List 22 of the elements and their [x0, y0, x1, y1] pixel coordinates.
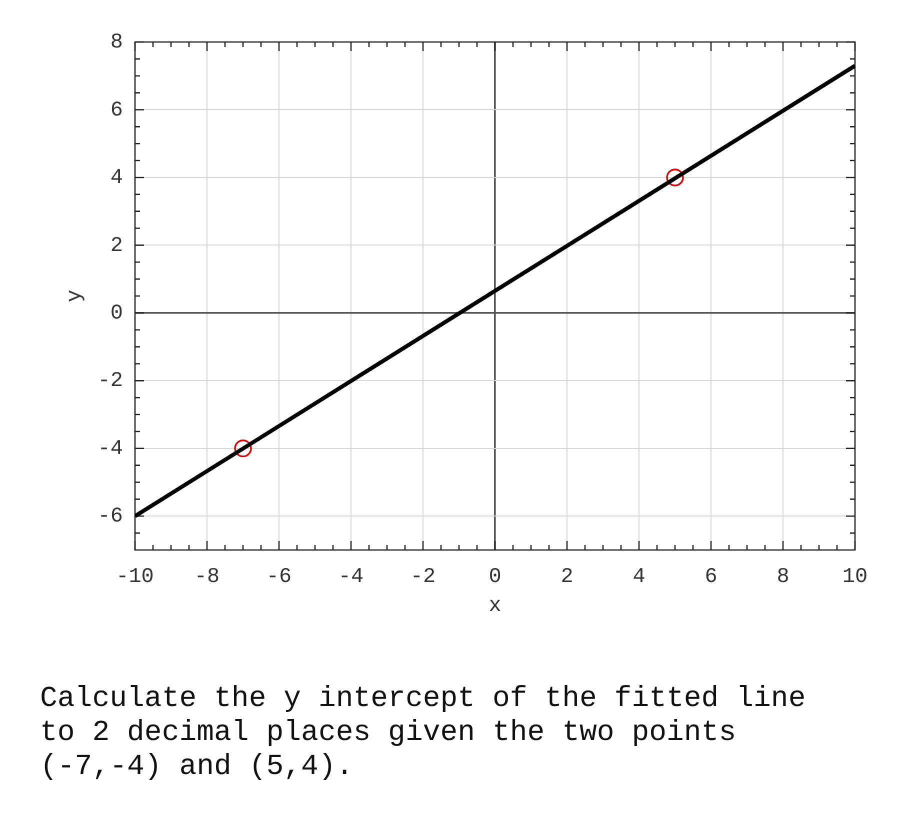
- y-tick-label: -2: [98, 370, 123, 394]
- x-tick-label: -10: [116, 566, 154, 590]
- x-tick-label: -4: [338, 566, 364, 590]
- y-tick-label: 0: [110, 302, 123, 326]
- x-tick-label: 2: [560, 566, 574, 590]
- x-tick-label: 4: [632, 566, 646, 590]
- y-tick-label: 8: [110, 32, 123, 55]
- x-tick-label: 10: [842, 566, 868, 590]
- y-axis-title: y: [64, 290, 88, 302]
- y-tick-label: -4: [98, 438, 123, 461]
- x-axis-title: x: [488, 594, 502, 618]
- y-tick-label: 2: [110, 234, 123, 258]
- x-tick-label: -6: [266, 566, 292, 590]
- y-tick-label: 6: [110, 99, 123, 122]
- y-tick-label: 4: [110, 167, 123, 190]
- x-tick-label: -2: [410, 566, 436, 590]
- y-tick-label: -6: [98, 506, 123, 529]
- x-tick-label: -8: [194, 566, 220, 590]
- x-tick-label: 0: [488, 566, 502, 590]
- text: Calculate the y intercept of the fitted line to 2 decimal places given the two points (-7,-4) and (5,4).: [40, 682, 807, 784]
- x-tick-label: 8: [776, 566, 790, 590]
- x-tick-label: 6: [704, 566, 718, 590]
